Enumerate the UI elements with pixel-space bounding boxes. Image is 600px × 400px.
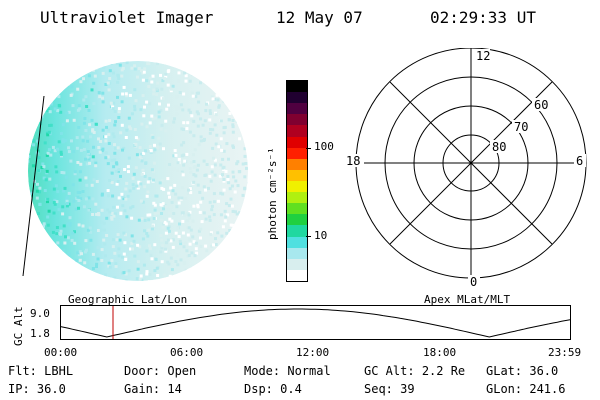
info-door: Door: Open xyxy=(124,364,197,378)
colorbar-segment xyxy=(287,225,307,237)
colorbar-segment xyxy=(287,169,307,181)
earth-disk xyxy=(28,61,248,281)
timeline-xtick-0000: 00:00 xyxy=(44,346,78,359)
timeline-y-label: GC Alt xyxy=(12,306,25,346)
colorbar-segment xyxy=(287,92,307,104)
polar-grid: 12 18 6 0 60 70 80 xyxy=(344,48,587,288)
colorbar-segment xyxy=(287,136,307,148)
mlt-label-18: 18 xyxy=(346,154,360,168)
info-flt: Flt: LBHL xyxy=(8,364,74,378)
altitude-curve xyxy=(60,308,571,338)
info-seq: Seq: 39 xyxy=(364,382,415,396)
instrument-title: Ultraviolet Imager xyxy=(40,8,214,27)
colorbar-segment xyxy=(287,236,307,248)
timeline-xtick-2359: 23:59 xyxy=(548,346,582,359)
terminator-line xyxy=(22,95,45,277)
colorbar-segment xyxy=(287,103,307,115)
mlt-label-12: 12 xyxy=(476,49,490,63)
timeline-xtick-1800: 18:00 xyxy=(423,346,457,359)
info-gain: Gain: 14 xyxy=(124,382,182,396)
mlt-label-6: 6 xyxy=(576,154,583,168)
timeline-xtick-0600: 06:00 xyxy=(170,346,204,359)
colorbar-segment xyxy=(287,114,307,126)
mlt-label-0: 0 xyxy=(470,275,477,288)
colorbar-segment xyxy=(287,247,307,259)
colorbar-segment xyxy=(287,147,307,159)
info-mode: Mode: Normal xyxy=(244,364,331,378)
colorbar-segment xyxy=(287,203,307,215)
timeline-xtick-1200: 12:00 xyxy=(296,346,330,359)
altitude-plot-frame xyxy=(60,305,571,340)
colorbar-segment xyxy=(287,125,307,137)
lat-label-70: 70 xyxy=(514,120,528,134)
timeline-ytick-1.8: 1.8 xyxy=(30,327,50,340)
colorbar-segment xyxy=(287,81,307,93)
colorbar-segment xyxy=(287,214,307,226)
uv-image xyxy=(22,61,248,281)
lat-label-80: 80 xyxy=(492,140,506,154)
info-ip: IP: 36.0 xyxy=(8,382,66,396)
colorbar xyxy=(286,80,308,282)
date-label: 12 May 07 xyxy=(276,8,363,27)
timeline-ytick-9: 9.0 xyxy=(30,307,50,320)
time-label: 02:29:33 UT xyxy=(430,8,536,27)
lat-label-60: 60 xyxy=(534,98,548,112)
colorbar-tick-mark-10 xyxy=(306,236,311,237)
diagonal-2 xyxy=(389,81,553,245)
colorbar-segment xyxy=(287,180,307,193)
info-glon: GLon: 241.6 xyxy=(486,382,566,396)
altitude-plot xyxy=(60,305,571,340)
timeline-left-title: Geographic Lat/Lon xyxy=(68,293,188,306)
colorbar-segment xyxy=(287,158,307,170)
colorbar-segment xyxy=(287,192,307,204)
colorbar-tick-mark-100 xyxy=(306,148,311,149)
colorbar-tick-100: 100 xyxy=(314,140,334,153)
colorbar-tick-10: 10 xyxy=(314,229,328,242)
info-gc-alt: GC Alt: 2.2 Re xyxy=(364,364,466,378)
colorbar-segment xyxy=(287,269,307,281)
info-dsp: Dsp: 0.4 xyxy=(244,382,302,396)
colorbar-segment xyxy=(287,258,307,270)
timeline-right-title: Apex MLat/MLT xyxy=(424,293,511,306)
colorbar-unit-label: photon cm⁻²s⁻¹ xyxy=(266,147,279,240)
info-glat: GLat: 36.0 xyxy=(486,364,559,378)
